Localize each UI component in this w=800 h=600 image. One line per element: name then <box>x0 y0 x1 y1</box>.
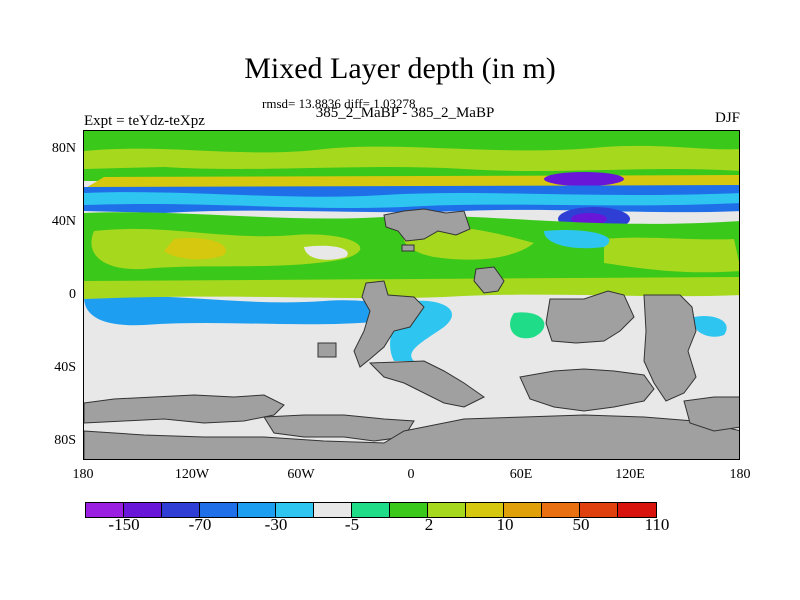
land-pacific-east <box>643 294 697 402</box>
land-europe-asia <box>383 208 471 242</box>
land-antarctic-east <box>683 396 739 432</box>
lon-label-5: 120E <box>615 467 645 482</box>
experiment-label: Expt = teYdz-teXpz <box>84 113 205 129</box>
land-africa-west <box>353 280 425 368</box>
land-southern-africa <box>368 360 485 408</box>
patch-teal-1 <box>510 312 545 339</box>
colorbar-swatch-14 <box>618 503 656 517</box>
lon-label-2: 60W <box>287 467 315 482</box>
colorbar-label-5: 10 <box>496 515 514 534</box>
band-midlat-cyan <box>84 192 739 208</box>
colorbar-swatch-0 <box>86 503 124 517</box>
colorbar <box>85 502 657 518</box>
patch-cyan-3 <box>693 315 727 337</box>
map-field <box>84 131 739 459</box>
lon-label-4: 60E <box>509 467 533 482</box>
colorbar-swatch-13 <box>580 503 618 517</box>
patch-yellow-3 <box>604 237 739 273</box>
patch-arctic-yellow <box>84 145 739 171</box>
patch-cyan-1 <box>544 229 610 249</box>
land-antarctica <box>84 414 739 459</box>
colorbar-swatch-8 <box>390 503 428 517</box>
colorbar-label-6: 50 <box>572 515 590 534</box>
colorbar-swatch-5 <box>276 503 314 517</box>
colorbar-swatch-12 <box>542 503 580 517</box>
land-small-1 <box>401 244 415 252</box>
patch-deep-violet <box>571 213 607 225</box>
lon-label-3: 0 <box>407 467 415 482</box>
colorbar-swatch-2 <box>162 503 200 517</box>
patch-gold-1 <box>164 237 226 260</box>
land-south-indian <box>519 368 655 412</box>
colorbar-label-0: -150 <box>108 515 140 534</box>
lon-label-6: 180 <box>729 467 751 482</box>
colorbar-swatch-10 <box>466 503 504 517</box>
colorbar-swatch-4 <box>238 503 276 517</box>
colorbar-label-2: -30 <box>264 515 288 534</box>
stats-text: rmsd= 13.8836 diff= 1.03278 <box>262 96 416 111</box>
patch-yellow-2 <box>403 226 534 260</box>
colorbar-label-4: 2 <box>424 515 434 534</box>
lat-label-2: 0 <box>69 287 76 302</box>
colorbar-label-3: -5 <box>344 515 360 534</box>
patch-neutral-1 <box>304 245 348 260</box>
band-equator-yellow <box>84 277 739 299</box>
colorbar-swatch-9 <box>428 503 466 517</box>
land-small-2 <box>473 266 505 294</box>
band-equator-blue <box>84 295 396 326</box>
season-label: DJF <box>714 110 740 126</box>
colorbar-swatch-3 <box>200 503 238 517</box>
lat-label-4: 80S <box>54 433 76 448</box>
colorbar-swatch-7 <box>352 503 390 517</box>
colorbar-label-7: 110 <box>644 515 670 534</box>
lat-label-0: 80N <box>51 141 76 156</box>
patch-min-north-pacific <box>544 172 624 186</box>
land-indian-ocean <box>545 290 635 344</box>
map-panel <box>83 130 740 460</box>
patch-yellow-1 <box>91 228 361 270</box>
colorbar-swatch-6 <box>314 503 352 517</box>
runs-label: 385_2_MaBP - 385_2_MaBP <box>315 105 495 121</box>
colorbar-label-1: -70 <box>188 515 212 534</box>
lat-label-3: 40S <box>54 360 76 375</box>
land-small-3 <box>317 342 337 358</box>
colorbar-swatch-1 <box>124 503 162 517</box>
colorbar-swatch-11 <box>504 503 542 517</box>
lon-label-0: 180 <box>72 467 94 482</box>
land-antarctic-west <box>84 394 285 424</box>
plot-title: Mixed Layer depth (in m) <box>244 52 556 85</box>
lat-label-1: 40N <box>51 214 76 229</box>
lon-label-1: 120W <box>174 467 210 482</box>
